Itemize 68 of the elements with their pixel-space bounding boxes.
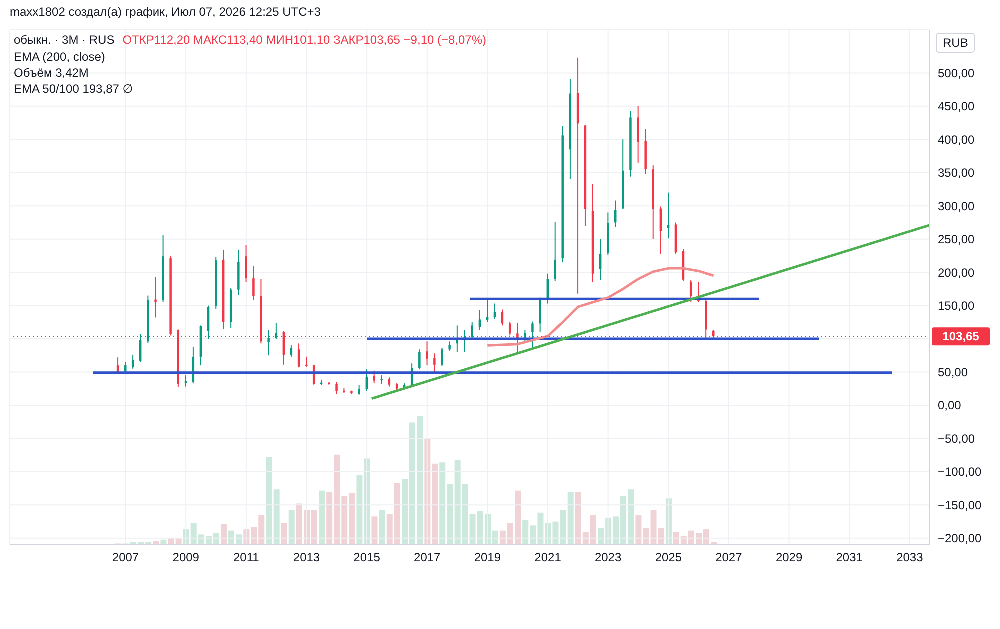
x-tick-label: 2027 xyxy=(716,550,743,565)
text: maxx1802 создал(а) график, Июл 07, 2026 12:25 UTC+3 xyxy=(10,5,321,19)
bar xyxy=(266,457,272,545)
bar xyxy=(356,475,363,545)
candlestick xyxy=(478,310,482,331)
candlestick xyxy=(245,244,248,284)
y-tick-label: 250,00 xyxy=(938,232,976,247)
y-tick-label: 300,00 xyxy=(938,199,976,214)
y-tick-label: 350,00 xyxy=(938,166,976,180)
x-tick-label: 2009 xyxy=(172,550,200,565)
candlestick xyxy=(471,322,474,340)
line-series xyxy=(486,267,715,347)
candlestick xyxy=(554,222,556,282)
candlestick xyxy=(426,341,428,366)
candlestick xyxy=(252,266,255,301)
y-tick-label: −50,00 xyxy=(938,432,976,446)
candlestick xyxy=(388,377,391,388)
ref-line-label: 103,65 xyxy=(942,330,980,344)
annotation: EMA 50/100 193,87 ∅ xyxy=(14,82,134,96)
bar xyxy=(274,490,280,545)
y-tick-label: −200,00 xyxy=(938,532,982,546)
bar xyxy=(379,510,386,545)
x-tick-label: 2033 xyxy=(896,550,924,565)
candlestick xyxy=(298,343,300,368)
candlestick xyxy=(434,353,436,373)
candlestick xyxy=(268,330,270,356)
y-tick-label: −100,00 xyxy=(938,465,982,480)
annotation: ОТКР112,20 МАКС113,40 МИН101,10 ЗАКР103,65 −9,10 (−8,07%) xyxy=(122,33,487,47)
y-tick-label: 450,00 xyxy=(938,100,976,114)
x-tick-label: 2011 xyxy=(233,550,260,565)
candlestick xyxy=(154,276,157,318)
bar xyxy=(153,541,160,545)
x-tick-label: 2007 xyxy=(112,550,140,565)
candlestick xyxy=(441,348,444,367)
y-tick-label: 50,00 xyxy=(938,365,968,380)
x-tick-label: 2015 xyxy=(354,550,381,565)
candlestick xyxy=(418,349,421,370)
y-tick-label: 400,00 xyxy=(938,132,976,147)
bar xyxy=(318,490,325,545)
bar xyxy=(288,510,295,545)
y-tick-label: 150,00 xyxy=(938,299,976,314)
y-tick-label: 200,00 xyxy=(938,266,976,280)
bar xyxy=(220,524,227,545)
candlestick xyxy=(207,305,210,340)
candlestick xyxy=(486,298,489,323)
bar xyxy=(372,516,378,545)
x-tick-label: 2021 xyxy=(534,550,562,565)
chart-title: обыкн. · 3M · RUS xyxy=(14,33,115,47)
x-tick-label: 2019 xyxy=(474,550,502,565)
text: RUB xyxy=(936,33,976,53)
annotation: Объём 3,42M xyxy=(14,66,89,80)
y-tick-label: 0,00 xyxy=(938,398,962,413)
bar xyxy=(281,523,288,545)
x-tick-label: 2031 xyxy=(836,550,864,565)
x-tick-label: 2017 xyxy=(414,550,442,565)
candlestick xyxy=(532,321,534,351)
x-tick-label: 2023 xyxy=(594,550,622,565)
candlestick xyxy=(373,370,376,384)
x-tick-label: 2013 xyxy=(293,550,320,565)
candlestick xyxy=(358,385,360,396)
y-tick-label: 500,00 xyxy=(938,66,976,80)
x-tick-label: 2025 xyxy=(655,550,682,565)
candlestick xyxy=(660,206,662,254)
annotation: EMA (200, close) xyxy=(14,50,106,64)
x-tick-label: 2029 xyxy=(776,550,803,565)
y-tick-label: −150,00 xyxy=(938,498,982,512)
candlestick xyxy=(336,382,338,395)
candlestick xyxy=(448,341,451,352)
